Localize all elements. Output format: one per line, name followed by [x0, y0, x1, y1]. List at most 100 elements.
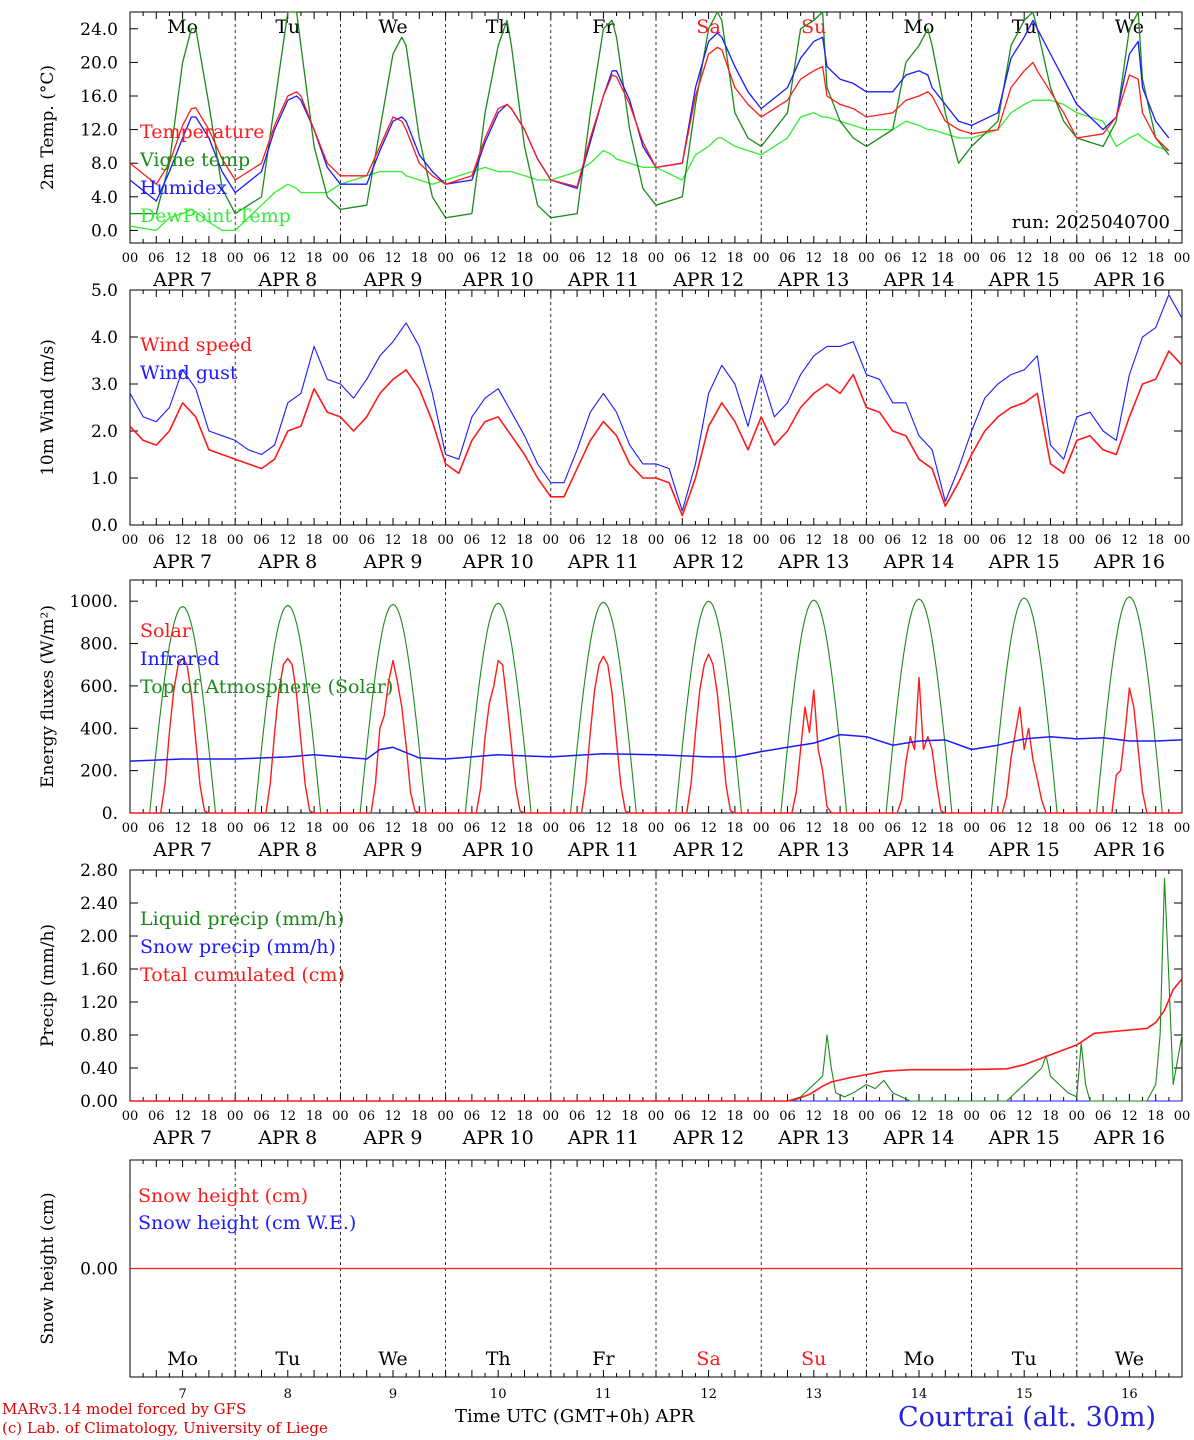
weekday-label: Th — [486, 1348, 511, 1370]
date-label: APR 13 — [777, 1127, 849, 1149]
hour-tick-label: 12 — [490, 251, 507, 266]
y-axis-label: 2m Temp. (°C) — [38, 65, 58, 190]
hour-tick-label: 18 — [411, 821, 428, 836]
hour-tick-label: 06 — [148, 821, 165, 836]
day-number-label: 16 — [1121, 1387, 1138, 1402]
date-label: APR 7 — [152, 1127, 212, 1149]
hour-tick-label: 18 — [411, 251, 428, 266]
hour-tick-label: 18 — [727, 251, 744, 266]
hour-tick-label: 00 — [332, 251, 349, 266]
date-label: APR 10 — [462, 269, 534, 291]
series-line-dewpoint-temp — [129, 99, 1169, 232]
hour-tick-label: 00 — [332, 1109, 349, 1124]
series-line-top-of-atmosphere — [235, 604, 341, 814]
hour-tick-label: 12 — [806, 533, 823, 548]
legend-entry: Liquid precip (mm/h) — [140, 908, 344, 930]
y-tick-label: 1.20 — [80, 993, 118, 1013]
hour-tick-label: 18 — [937, 821, 954, 836]
hour-tick-label: 00 — [963, 251, 980, 266]
hour-tick-label: 00 — [1174, 821, 1191, 836]
hour-tick-label: 18 — [516, 1109, 533, 1124]
weekday-label: Mo — [904, 16, 935, 38]
date-label: APR 8 — [257, 839, 317, 861]
hour-tick-label: 12 — [1016, 533, 1033, 548]
hour-tick-label: 18 — [1042, 821, 1059, 836]
series-line-top-of-atmosphere — [656, 600, 762, 814]
legend-entry: Snow height (cm W.E.) — [138, 1212, 356, 1234]
hour-tick-label: 06 — [884, 821, 901, 836]
legend-entry: Total cumulated (cm) — [140, 964, 345, 986]
date-label: APR 12 — [672, 1127, 744, 1149]
date-label: APR 11 — [567, 1127, 639, 1149]
hour-tick-label: 12 — [280, 251, 297, 266]
hour-tick-label: 00 — [963, 821, 980, 836]
hour-tick-label: 00 — [1174, 533, 1191, 548]
hour-tick-label: 12 — [385, 533, 402, 548]
y-axis-label: Precip (mm/h) — [38, 924, 58, 1047]
series-line-solar — [445, 659, 551, 814]
hour-tick-label: 18 — [1042, 533, 1059, 548]
hour-tick-label: 12 — [385, 821, 402, 836]
y-axis-label: Energy fluxes (W/m²) — [38, 605, 58, 788]
hour-tick-label: 06 — [1095, 251, 1112, 266]
series-line-top-of-atmosphere — [130, 605, 236, 814]
y-tick-label: 2.0 — [91, 422, 118, 442]
y-tick-label: 200. — [80, 762, 118, 782]
hour-tick-label: 18 — [832, 821, 849, 836]
hour-tick-label: 12 — [490, 1109, 507, 1124]
hour-tick-label: 12 — [490, 533, 507, 548]
hour-tick-label: 00 — [858, 1109, 875, 1124]
hour-tick-label: 00 — [437, 821, 454, 836]
hour-tick-label: 00 — [648, 533, 665, 548]
hour-tick-label: 06 — [990, 1109, 1007, 1124]
hour-tick-label: 06 — [884, 1109, 901, 1124]
hour-tick-label: 00 — [648, 821, 665, 836]
date-label: APR 10 — [462, 551, 534, 573]
hour-tick-label: 12 — [1121, 821, 1138, 836]
hour-tick-label: 18 — [621, 251, 638, 266]
hour-tick-label: 12 — [174, 251, 191, 266]
hour-tick-label: 06 — [569, 1109, 586, 1124]
hour-tick-label: 12 — [911, 251, 928, 266]
hour-tick-label: 18 — [1147, 251, 1164, 266]
hour-tick-label: 12 — [806, 821, 823, 836]
hour-tick-label: 06 — [884, 533, 901, 548]
date-label: APR 11 — [567, 269, 639, 291]
hour-tick-label: 00 — [1174, 251, 1191, 266]
date-label: APR 15 — [988, 551, 1060, 573]
hour-tick-label: 06 — [779, 251, 796, 266]
series-line-top-of-atmosphere — [340, 603, 446, 814]
hour-tick-label: 00 — [858, 251, 875, 266]
series-line-liquid-precip-mm-h- — [130, 877, 1183, 1102]
hour-tick-label: 18 — [306, 533, 323, 548]
series-line-temperature — [129, 46, 1170, 188]
hour-tick-label: 06 — [148, 533, 165, 548]
hour-tick-label: 00 — [227, 533, 244, 548]
y-tick-label: 4.0 — [91, 328, 118, 348]
hour-tick-label: 06 — [253, 821, 270, 836]
hour-tick-label: 00 — [227, 821, 244, 836]
date-label: APR 7 — [152, 839, 212, 861]
hour-tick-label: 00 — [963, 1109, 980, 1124]
date-label: APR 16 — [1093, 839, 1165, 861]
hour-tick-label: 18 — [1147, 533, 1164, 548]
hour-tick-label: 00 — [858, 533, 875, 548]
series-line-vigne-temp — [130, 11, 1170, 219]
hour-tick-label: 18 — [516, 533, 533, 548]
y-tick-label: 2.80 — [80, 861, 118, 881]
hour-tick-label: 06 — [148, 251, 165, 266]
hour-tick-label: 18 — [201, 251, 218, 266]
date-label: APR 10 — [462, 1127, 534, 1149]
hour-tick-label: 00 — [1069, 251, 1086, 266]
hour-tick-label: 12 — [1121, 251, 1138, 266]
y-tick-label: 0.00 — [80, 1092, 118, 1112]
hour-tick-label: 00 — [437, 1109, 454, 1124]
hour-tick-label: 12 — [490, 821, 507, 836]
day-number-label: 8 — [284, 1387, 292, 1402]
hour-tick-label: 18 — [306, 1109, 323, 1124]
hour-tick-label: 06 — [990, 533, 1007, 548]
hour-tick-label: 00 — [543, 821, 560, 836]
series-line-infrared — [129, 733, 1183, 762]
hour-tick-label: 00 — [648, 251, 665, 266]
